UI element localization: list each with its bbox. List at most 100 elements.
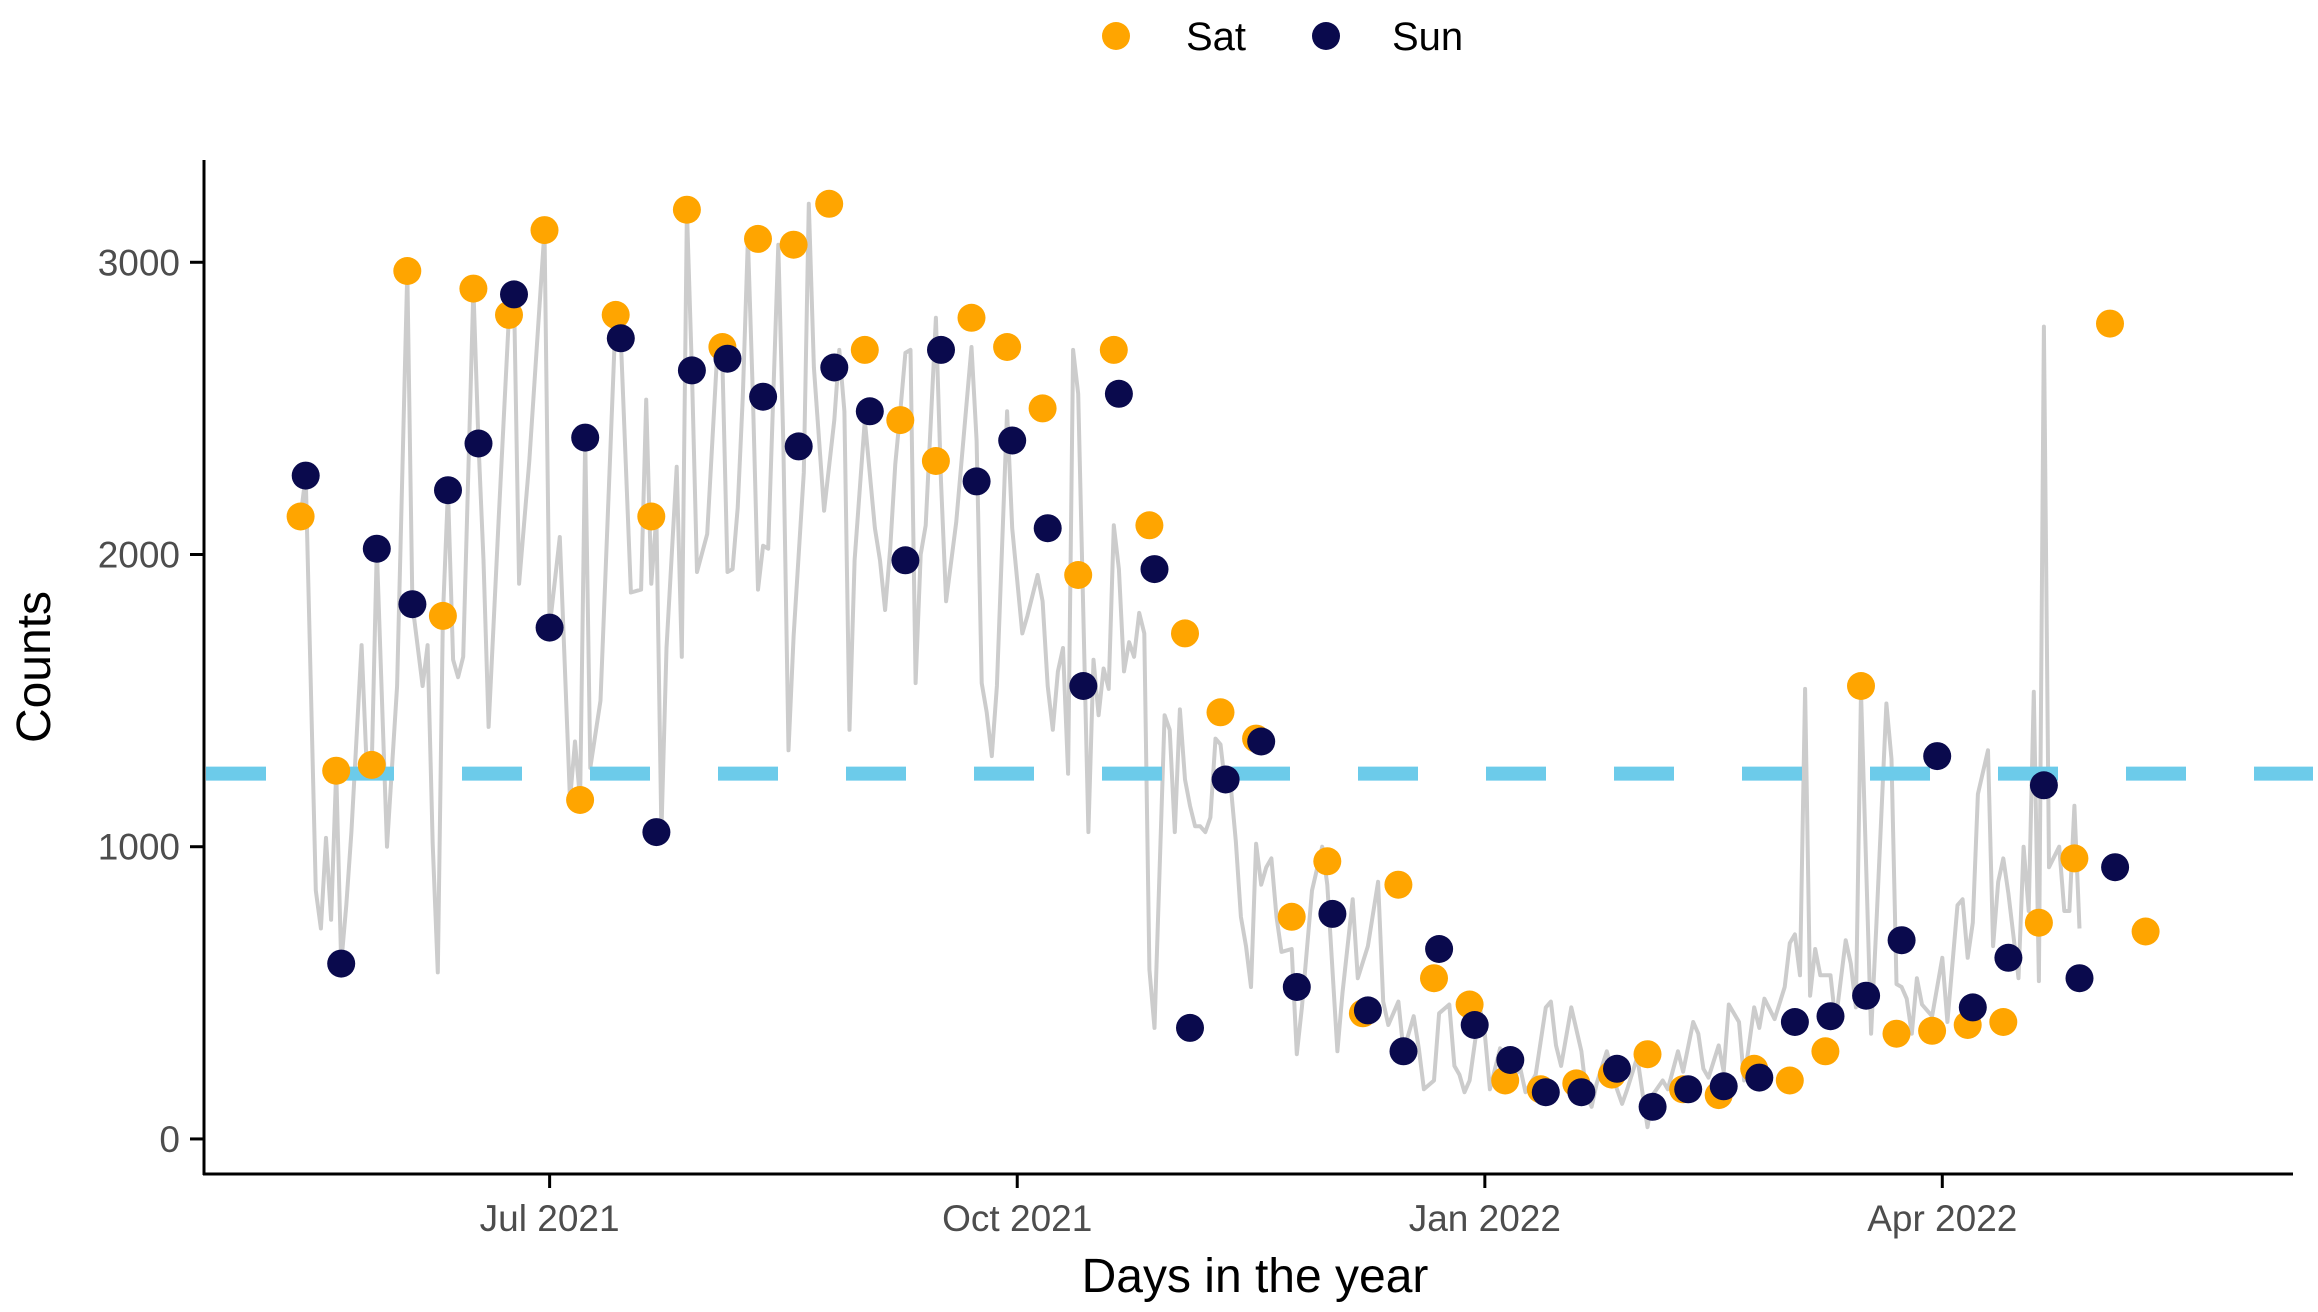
- points-layer: [286, 189, 2160, 1121]
- series-sun: [291, 280, 2130, 1121]
- legend: Sat Sun: [1102, 15, 1463, 59]
- point-sat: [428, 601, 457, 630]
- point-sat: [459, 274, 488, 303]
- point-sun: [677, 356, 706, 385]
- point-sat: [1099, 335, 1128, 364]
- point-sun: [2029, 771, 2058, 800]
- x-tick-label: Jul 2021: [480, 1198, 620, 1239]
- point-sun: [1460, 1011, 1489, 1039]
- point-sun: [1852, 981, 1881, 1010]
- point-sun: [820, 353, 849, 382]
- point-sun: [434, 476, 462, 505]
- point-sat: [2096, 309, 2124, 338]
- point-sun: [1745, 1063, 1774, 1092]
- point-sat: [1277, 902, 1306, 931]
- point-sun: [749, 382, 778, 411]
- point-sat: [957, 303, 986, 332]
- point-sat: [1171, 619, 1199, 648]
- legend-swatch-sat: [1102, 22, 1130, 50]
- point-sat: [1206, 698, 1235, 727]
- point-sun: [1140, 555, 1169, 584]
- point-sun: [1425, 935, 1454, 963]
- point-sun: [1958, 993, 1987, 1022]
- point-sat: [1420, 964, 1448, 993]
- point-sun: [2065, 964, 2094, 993]
- point-sat: [744, 224, 772, 253]
- point-sun: [998, 426, 1027, 455]
- point-sun: [1247, 727, 1276, 756]
- point-sun: [398, 590, 427, 619]
- point-sun: [1780, 1008, 1809, 1036]
- point-sun: [891, 546, 920, 575]
- y-tick-label: 0: [159, 1119, 180, 1160]
- point-sun: [1104, 379, 1133, 408]
- point-sat: [1918, 1016, 1947, 1045]
- point-sat: [566, 786, 595, 814]
- point-sun: [1496, 1046, 1525, 1074]
- point-sun: [1603, 1054, 1631, 1083]
- point-sun: [571, 423, 600, 452]
- y-axis-title: Counts: [8, 591, 61, 743]
- point-sat: [1064, 561, 1093, 589]
- point-sun: [500, 280, 528, 309]
- point-sat: [1135, 511, 1164, 540]
- point-sat: [886, 406, 915, 435]
- point-sat: [2024, 908, 2053, 937]
- y-tick-label: 3000: [98, 242, 180, 283]
- point-sun: [327, 949, 356, 978]
- x-axis-title: Days in the year: [1082, 1250, 1429, 1303]
- x-tick-label: Jan 2022: [1409, 1198, 1561, 1239]
- point-sat: [1989, 1008, 2018, 1036]
- point-sun: [1816, 1002, 1845, 1031]
- legend-label-sun: Sun: [1392, 15, 1463, 59]
- point-sat: [1633, 1040, 1662, 1069]
- point-sun: [1211, 765, 1240, 794]
- point-sun: [1923, 742, 1952, 771]
- point-sun: [362, 534, 391, 563]
- point-sun: [713, 344, 742, 373]
- point-sat: [322, 756, 351, 785]
- point-sun: [1282, 973, 1311, 1001]
- point-sat: [1882, 1019, 1911, 1048]
- point-sat: [2131, 917, 2160, 946]
- point-sun: [1674, 1075, 1703, 1104]
- y-tick-label: 2000: [98, 534, 180, 575]
- point-sat: [1775, 1066, 1804, 1095]
- point-sat: [993, 333, 1022, 361]
- point-sun: [962, 467, 991, 496]
- point-sun: [464, 429, 493, 458]
- point-sat: [672, 195, 701, 224]
- point-sat: [1811, 1037, 1840, 1066]
- x-tick-label: Apr 2022: [1867, 1198, 2017, 1239]
- point-sun: [291, 461, 320, 490]
- point-sun: [1033, 514, 1062, 543]
- point-sun: [784, 432, 813, 461]
- point-sun: [1709, 1072, 1738, 1101]
- legend-swatch-sun: [1312, 22, 1340, 50]
- point-sat: [1028, 394, 1057, 423]
- point-sun: [1318, 899, 1347, 928]
- point-sun: [642, 818, 671, 847]
- x-tick-label: Oct 2021: [942, 1198, 1092, 1239]
- point-sat: [286, 502, 315, 531]
- point-sat: [850, 335, 879, 364]
- point-sat: [1313, 847, 1342, 876]
- point-sat: [779, 230, 808, 259]
- point-sun: [1069, 672, 1098, 700]
- point-sun: [1389, 1037, 1418, 1066]
- x-ticks: Jul 2021 Oct 2021 Jan 2022 Apr 2022: [480, 1174, 2017, 1239]
- point-sat: [921, 447, 950, 475]
- point-sun: [1353, 996, 1382, 1025]
- point-sun: [2101, 853, 2130, 882]
- series-sat: [286, 189, 2160, 1110]
- point-sun: [1887, 926, 1916, 955]
- point-sat: [1384, 870, 1413, 899]
- point-sun: [1176, 1013, 1204, 1042]
- y-ticks: 0 1000 2000 3000: [98, 242, 204, 1160]
- point-sun: [855, 397, 884, 426]
- point-sat: [815, 189, 844, 218]
- legend-label-sat: Sat: [1186, 15, 1246, 59]
- point-sun: [1994, 943, 2023, 972]
